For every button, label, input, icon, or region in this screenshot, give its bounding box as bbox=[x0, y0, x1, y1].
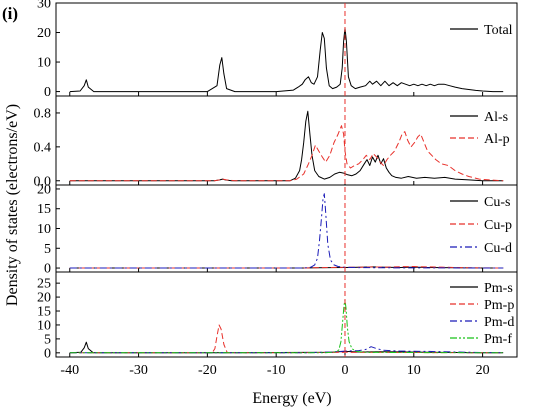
series-line-total bbox=[69, 27, 504, 93]
legend-label: Pm-s bbox=[484, 281, 513, 296]
y-tick-label: 0.4 bbox=[34, 140, 52, 155]
x-tick-label: 20 bbox=[476, 363, 490, 378]
y-tick-label: 20 bbox=[37, 291, 51, 306]
y-tick-label: 5 bbox=[44, 242, 51, 257]
x-tick-label: 0 bbox=[341, 363, 348, 378]
panel-frame bbox=[55, 95, 518, 186]
panel-frame bbox=[55, 184, 518, 273]
legend-label: Cu-p bbox=[484, 218, 512, 233]
y-tick-label: 10 bbox=[37, 56, 51, 71]
legend-label: Al-p bbox=[484, 132, 510, 147]
panel-2: 0.0 0.4 0.8 Al-s Al-p bbox=[34, 95, 518, 189]
y-tick-label: 20 bbox=[37, 26, 51, 41]
series-line-pm-f bbox=[69, 299, 504, 354]
legend-label: Total bbox=[484, 23, 513, 38]
y-tick-label: 0.0 bbox=[34, 174, 52, 189]
y-tick-label: 15 bbox=[37, 202, 51, 217]
series-line-al-s bbox=[69, 110, 504, 182]
legend-label: Pm-f bbox=[484, 332, 512, 347]
y-tick-label: 5 bbox=[44, 332, 51, 347]
series-line-pm-s bbox=[69, 341, 504, 354]
x-tick-label: 10 bbox=[407, 363, 421, 378]
legend-label: Pm-p bbox=[484, 298, 514, 313]
y-tick-label: 20 bbox=[37, 182, 51, 197]
series-line-cu-p bbox=[69, 266, 504, 269]
x-axis-label: Energy (eV) bbox=[252, 390, 331, 407]
y-tick-label: 0 bbox=[44, 346, 51, 361]
y-tick-label: 0 bbox=[44, 262, 51, 277]
y-tick-label: 10 bbox=[37, 318, 51, 333]
panel-label: (i) bbox=[2, 4, 18, 23]
panel-1: 0 10 20 30 Total bbox=[37, 0, 518, 100]
y-tick-label: 10 bbox=[37, 222, 51, 237]
panel-3: 0 5 10 15 20 Cu-s Cu-p Cu-d bbox=[37, 182, 518, 277]
series-line-cu-d bbox=[69, 193, 504, 269]
legend-label: Cu-s bbox=[484, 195, 510, 210]
x-tick-label: -10 bbox=[267, 363, 286, 378]
y-axis-label: Density of states (electrons/eV) bbox=[4, 104, 21, 306]
y-tick-label: 0.8 bbox=[34, 106, 52, 121]
y-tick-label: 15 bbox=[37, 305, 51, 320]
legend-label: Cu-d bbox=[484, 241, 512, 256]
panel-frame bbox=[55, 2, 518, 97]
series-line-al-p bbox=[69, 125, 504, 182]
y-tick-label: 30 bbox=[37, 0, 51, 12]
panel-frame bbox=[55, 271, 518, 358]
legend-label: Al-s bbox=[484, 110, 508, 125]
y-tick-label: 0 bbox=[44, 85, 51, 100]
y-tick-label: 25 bbox=[37, 277, 51, 292]
x-tick-label: -40 bbox=[60, 363, 79, 378]
series-line-pm-p bbox=[69, 324, 504, 354]
x-tick-label: -20 bbox=[198, 363, 217, 378]
x-tick-label: -30 bbox=[129, 363, 148, 378]
legend-label: Pm-d bbox=[484, 315, 514, 330]
series-line-pm-d bbox=[69, 346, 504, 354]
